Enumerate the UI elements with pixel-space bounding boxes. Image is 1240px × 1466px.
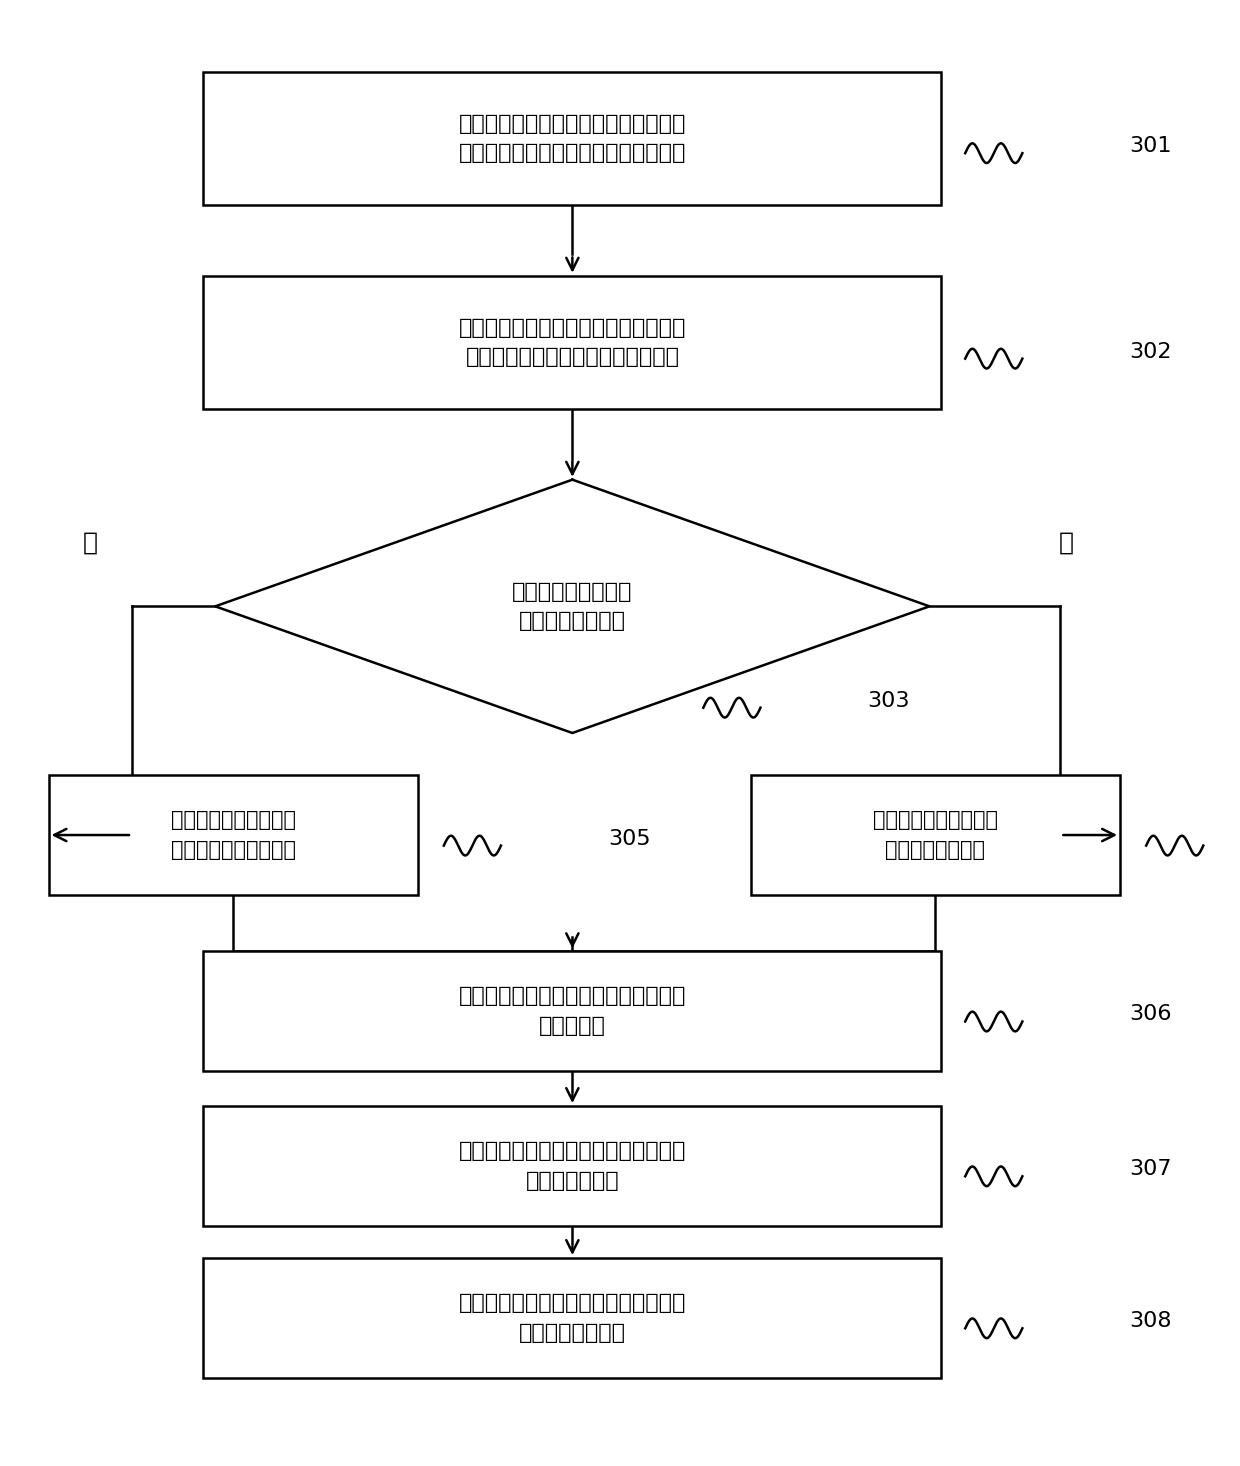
FancyBboxPatch shape [203,276,941,409]
Text: 否: 否 [83,531,98,556]
Text: 是: 是 [1059,531,1074,556]
Text: 307: 307 [1130,1160,1172,1179]
FancyBboxPatch shape [48,776,418,894]
Text: 303: 303 [868,690,910,711]
Text: 305: 305 [608,828,651,849]
Text: 302: 302 [1130,342,1172,362]
Text: 301: 301 [1130,136,1172,157]
FancyBboxPatch shape [203,1105,941,1226]
Text: 对对焦处理后的预览图像进行曝光，获
得曝光信息: 对对焦处理后的预览图像进行曝光，获 得曝光信息 [459,987,686,1036]
FancyBboxPatch shape [203,72,941,205]
Text: 判断亮度值是否大于
等于预设亮度阈值: 判断亮度值是否大于 等于预设亮度阈值 [512,582,632,632]
Text: 根据曝光信息对对焦处理后的预览图像
进行白平衡处理: 根据曝光信息对对焦处理后的预览图像 进行白平衡处理 [459,1141,686,1190]
Text: 采用相位式对焦模式对
人脸图像进行对焦: 采用相位式对焦模式对 人脸图像进行对焦 [873,811,998,861]
FancyBboxPatch shape [751,776,1120,894]
Text: 采用反差式对焦模式对
人脸图像进行对焦处理: 采用反差式对焦模式对 人脸图像进行对焦处理 [171,811,295,861]
FancyBboxPatch shape [203,951,941,1070]
Text: 对白平衡处理后的人脸图像进行图像信
号处理并获得照片: 对白平衡处理后的人脸图像进行图像信 号处理并获得照片 [459,1293,686,1343]
Text: 若检测到当前预览图像中存在人脸图像
，则检测获得当前预览图像的亮度值: 若检测到当前预览图像中存在人脸图像 ，则检测获得当前预览图像的亮度值 [459,318,686,368]
FancyBboxPatch shape [203,1258,941,1378]
Text: 在识别终端处于进入拍照预览模式时，
检测当前预览图像中是否存在人脸图像: 在识别终端处于进入拍照预览模式时， 检测当前预览图像中是否存在人脸图像 [459,113,686,163]
Text: 306: 306 [1130,1004,1172,1025]
Text: 308: 308 [1130,1311,1172,1331]
